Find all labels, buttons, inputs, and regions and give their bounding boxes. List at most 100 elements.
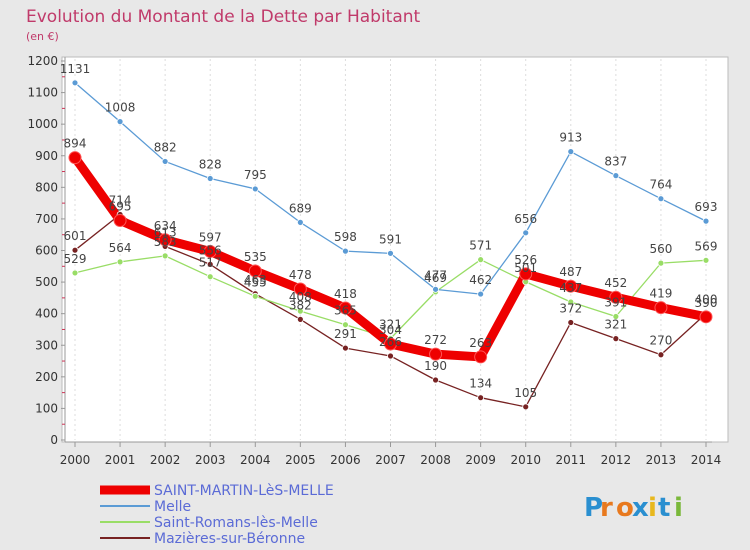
logo-letter: o	[616, 493, 634, 523]
data-point	[429, 347, 443, 361]
data-point	[432, 376, 439, 384]
data-point	[161, 252, 169, 260]
data-point	[612, 335, 620, 343]
data-point	[296, 315, 304, 323]
data-label: 304	[379, 323, 402, 337]
data-label: 601	[64, 229, 87, 243]
data-label: 291	[334, 327, 357, 341]
data-point	[158, 233, 172, 247]
data-label: 634	[154, 219, 177, 233]
data-label: 272	[424, 333, 447, 347]
data-label: 105	[514, 386, 537, 400]
data-point	[71, 269, 79, 277]
data-point	[387, 352, 394, 360]
data-label: 695	[109, 199, 132, 213]
y-tick-label: 200	[35, 370, 58, 384]
data-label: 526	[514, 253, 537, 267]
data-point	[68, 151, 82, 165]
data-point	[248, 264, 262, 278]
data-label: 556	[199, 243, 222, 257]
data-label: 591	[379, 232, 402, 246]
legend: SAINT-MARTIN-LèS-MELLEMelleSaint-Romans-…	[100, 483, 334, 547]
plot-area	[61, 56, 729, 443]
x-tick-label: 2006	[330, 453, 361, 467]
x-tick-label: 2014	[691, 453, 722, 467]
y-tick-label: 1100	[27, 86, 58, 100]
data-point	[338, 301, 352, 315]
x-tick-label: 2008	[420, 453, 451, 467]
data-label: 321	[604, 318, 627, 332]
legend-label: Saint-Romans-lès-Melle	[154, 515, 318, 531]
data-label: 529	[64, 252, 87, 266]
data-label: 501	[514, 261, 537, 275]
data-label: 656	[514, 212, 537, 226]
data-label: 469	[424, 271, 447, 285]
data-point	[71, 246, 79, 254]
data-label: 419	[649, 287, 672, 301]
logo-letter: t	[658, 493, 670, 523]
data-label: 560	[649, 242, 672, 256]
data-points	[68, 79, 713, 411]
data-label: 134	[469, 377, 492, 391]
data-label: 837	[604, 155, 627, 169]
x-tick-label: 2001	[105, 453, 136, 467]
legend-label: Melle	[154, 499, 191, 515]
logo-letter: i	[674, 493, 683, 523]
data-point	[477, 290, 485, 298]
data-point	[612, 313, 620, 320]
y-tick-label: 600	[35, 244, 58, 258]
data-label: 190	[424, 359, 447, 373]
data-point	[567, 319, 575, 326]
data-label: 390	[695, 296, 718, 310]
data-point	[612, 172, 620, 180]
data-point	[296, 218, 304, 226]
data-point	[477, 256, 485, 264]
data-label: 1131	[60, 62, 91, 76]
data-point	[702, 217, 710, 225]
data-point	[522, 403, 530, 411]
data-label: 321	[379, 318, 402, 332]
data-label: 437	[559, 281, 582, 295]
data-label: 535	[244, 250, 267, 264]
x-tick-label: 2009	[465, 453, 496, 467]
data-point	[342, 247, 349, 255]
y-tick-label: 1200	[27, 54, 58, 68]
y-tick-label: 900	[35, 149, 58, 163]
x-tick-label: 2012	[601, 453, 632, 467]
data-point	[387, 249, 394, 257]
data-label: 400	[695, 293, 718, 307]
data-point	[564, 279, 578, 293]
logo-letter: P	[584, 493, 603, 523]
y-tick-label: 100	[35, 401, 58, 415]
data-point	[296, 307, 304, 315]
data-point	[113, 213, 127, 227]
data-label: 569	[695, 239, 718, 253]
data-label: 372	[559, 302, 582, 316]
data-point	[519, 267, 533, 281]
x-tick-label: 2004	[240, 453, 271, 467]
data-label: 477	[424, 268, 447, 282]
data-label: 882	[154, 140, 177, 154]
data-point	[657, 195, 665, 203]
data-point	[609, 290, 623, 304]
data-label: 583	[154, 235, 177, 249]
data-label: 270	[649, 334, 672, 348]
data-point	[384, 337, 397, 351]
legend-label: Mazières-sur-Béronne	[154, 531, 305, 547]
data-point	[116, 258, 124, 266]
x-tick-label: 2003	[195, 453, 226, 467]
data-label: 613	[154, 225, 177, 239]
y-tick-label: 800	[35, 180, 58, 194]
x-tick-label: 2002	[150, 453, 181, 467]
data-label: 263	[469, 336, 492, 350]
data-point	[342, 321, 349, 329]
data-point	[206, 175, 214, 182]
data-point	[116, 118, 124, 126]
y-tick-label: 400	[35, 307, 58, 321]
data-label: 382	[289, 298, 312, 312]
data-label: 517	[199, 256, 222, 270]
data-point	[702, 256, 710, 264]
data-label: 452	[604, 276, 627, 290]
data-label: 462	[469, 273, 492, 287]
